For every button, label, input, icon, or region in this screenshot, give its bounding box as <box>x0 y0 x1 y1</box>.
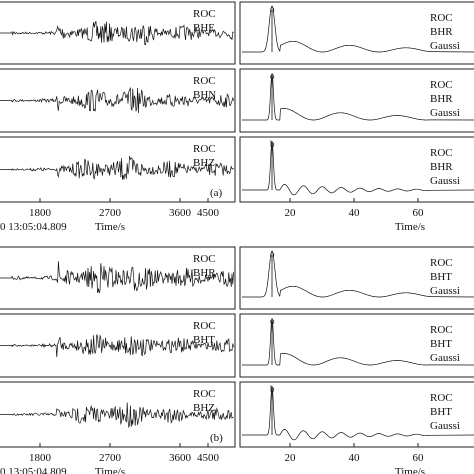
filter-label: Gaussi <box>430 352 460 364</box>
right-panel-frame <box>239 246 474 310</box>
channel-label: BHR <box>430 26 453 38</box>
channel-label: BHR <box>430 93 453 105</box>
channel-label: BHN <box>193 89 216 101</box>
x-tick-label: 20 <box>285 452 297 464</box>
right-panel-frame <box>239 136 474 203</box>
filter-label: Gaussi <box>430 285 460 297</box>
peak-marker: o <box>270 71 275 81</box>
x-tick-label: 4500 <box>197 207 220 219</box>
x-axis-label: Time/s <box>95 466 125 474</box>
receiver-function <box>242 73 474 121</box>
channel-label: BHT <box>430 338 452 350</box>
x-axis-label: Time/s <box>395 466 425 474</box>
station-label: ROC <box>430 257 453 269</box>
station-label: ROC <box>193 75 216 87</box>
peak-marker: b <box>270 384 275 394</box>
x-tick-label: 60 <box>413 452 425 464</box>
x-tick-label: 40 <box>349 452 361 464</box>
channel-label: BHT <box>193 334 215 346</box>
panel-label: (a) <box>210 187 223 199</box>
left-panel-frame <box>0 136 236 203</box>
station-label: ROC <box>193 253 216 265</box>
x-tick-label: 3600 <box>169 207 192 219</box>
channel-label: BHE <box>193 22 215 34</box>
left-panel-frame <box>0 381 236 448</box>
x-tick-label: 40 <box>349 207 361 219</box>
seismogram <box>0 86 234 114</box>
date-label: 0 13:05:04.809 <box>0 221 67 233</box>
peak-marker: o <box>270 249 275 259</box>
right-panel-frame <box>239 68 474 133</box>
filter-label: Gaussi <box>430 40 460 52</box>
left-panel-frame <box>0 1 236 65</box>
x-tick-label: 3600 <box>169 452 192 464</box>
channel-label: BHR <box>193 267 216 279</box>
x-tick-label: 60 <box>413 207 425 219</box>
receiver-function <box>242 250 474 298</box>
left-panel-frame <box>0 246 236 310</box>
seismogram <box>0 334 234 358</box>
receiver-function <box>242 386 474 441</box>
channel-label: BHZ <box>193 402 215 414</box>
right-panel-frame <box>239 381 474 448</box>
x-axis-label: Time/s <box>95 221 125 233</box>
station-label: ROC <box>193 388 216 400</box>
channel-label: BHT <box>430 406 452 418</box>
x-tick-label: 1800 <box>29 452 52 464</box>
receiver-function <box>242 5 474 53</box>
channel-label: BHZ <box>193 157 215 169</box>
left-panel-frame <box>0 313 236 378</box>
x-axis-label: Time/s <box>395 221 425 233</box>
filter-label: Gaussi <box>430 175 460 187</box>
x-tick-label: 20 <box>285 207 297 219</box>
station-label: ROC <box>430 392 453 404</box>
seismogram <box>0 402 234 428</box>
station-label: ROC <box>430 79 453 91</box>
filter-label: Gaussi <box>430 420 460 432</box>
seismogram <box>0 155 234 180</box>
station-label: ROC <box>193 143 216 155</box>
panel-label: (b) <box>210 432 223 444</box>
left-panel-frame <box>0 68 236 133</box>
channel-label: BHT <box>430 271 452 283</box>
filter-label: Gaussi <box>430 107 460 119</box>
channel-label: BHR <box>430 161 453 173</box>
peak-marker: o <box>270 4 275 14</box>
station-label: ROC <box>193 320 216 332</box>
station-label: ROC <box>430 324 453 336</box>
seismogram <box>0 20 234 46</box>
peak-marker: b <box>270 139 275 149</box>
station-label: ROC <box>193 8 216 20</box>
right-panel-frame <box>239 313 474 378</box>
right-panel-frame <box>239 1 474 65</box>
station-label: ROC <box>430 12 453 24</box>
peak-marker: o <box>270 316 275 326</box>
date-label: 0 13:05:04.809 <box>0 466 67 474</box>
receiver-function <box>242 141 474 196</box>
station-label: ROC <box>430 147 453 159</box>
x-tick-label: 2700 <box>99 207 122 219</box>
receiver-function <box>242 318 474 366</box>
x-tick-label: 4500 <box>197 452 220 464</box>
x-tick-label: 1800 <box>29 207 52 219</box>
x-tick-label: 2700 <box>99 452 122 464</box>
seismogram <box>0 261 234 294</box>
